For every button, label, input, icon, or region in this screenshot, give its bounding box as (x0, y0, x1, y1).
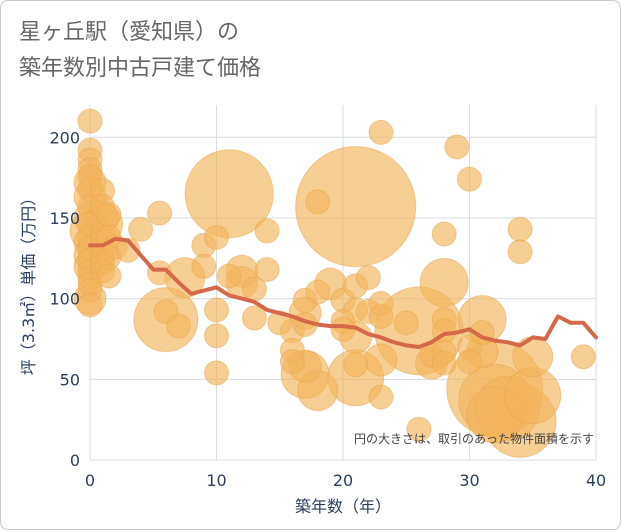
y-tick-label: 100 (49, 290, 80, 309)
y-tick-label: 150 (49, 209, 80, 228)
bubble-point (184, 149, 274, 239)
size-note: 円の大きさは、取引のあった物件面積を示す (354, 431, 594, 446)
bubble-point (254, 257, 280, 283)
y-axis-title: 坪（3.3㎡）単価（万円） (19, 190, 38, 375)
bubble-point (368, 303, 394, 329)
bubble-point (431, 221, 457, 247)
bubble-point (355, 265, 381, 291)
chart-title-line-2: 築年数別中古戸建て価格 (19, 56, 262, 81)
bubble-point (77, 108, 103, 134)
bubble-point (77, 292, 103, 318)
bubble-point (128, 216, 154, 242)
bubble-point (393, 310, 419, 336)
bubble-point (204, 323, 229, 349)
bubble-point (507, 216, 533, 242)
bubble-point (364, 343, 398, 377)
bubble-point (115, 237, 141, 263)
bubble-point (419, 258, 469, 307)
bubble-point (216, 263, 242, 289)
bubble-point (204, 224, 229, 250)
bubble-point (368, 384, 394, 410)
bubble-point (457, 349, 482, 375)
bubble-point (444, 134, 470, 160)
x-axis-title: 築年数（年） (295, 497, 391, 516)
bubble-point (343, 352, 369, 378)
bubble-point (305, 189, 331, 215)
x-tick-label: 40 (586, 471, 606, 490)
bubble-point (241, 305, 267, 331)
bubble-point (368, 119, 394, 145)
bubble-point (431, 350, 457, 376)
bubble-point (254, 218, 280, 244)
trend-series (88, 236, 598, 349)
bubble-point (204, 297, 229, 323)
bubble-series (69, 108, 596, 458)
axis-ticks: 0 10 20 30 40 0 50 100 150 200 (49, 128, 606, 490)
x-tick-label: 30 (459, 471, 479, 490)
x-tick-label: 0 (85, 471, 95, 490)
trend-line (88, 236, 598, 349)
y-tick-label: 50 (60, 370, 80, 389)
x-tick-label: 20 (333, 471, 353, 490)
bubble-point (295, 146, 417, 268)
bubble-point (147, 200, 173, 226)
bubble-point (570, 344, 596, 370)
bubble-point (96, 263, 122, 289)
y-tick-label: 200 (49, 128, 80, 147)
bubble-point (191, 253, 217, 279)
bubble-point (96, 202, 122, 228)
bubble-point (166, 313, 192, 339)
bubble-point (512, 336, 554, 378)
chart-title-line-1: 星ヶ丘駅（愛知県）の (19, 20, 240, 45)
chart-title: 星ヶ丘駅（愛知県）の 築年数別中古戸建て価格 (19, 15, 261, 87)
y-tick-label: 0 (70, 451, 80, 470)
x-tick-label: 10 (206, 471, 226, 490)
bubble-point (279, 349, 305, 375)
bubble-point (457, 166, 482, 192)
bubble-point (204, 360, 229, 386)
bubble-point (406, 416, 432, 442)
bubble-point (305, 279, 331, 305)
bubble-point (507, 239, 533, 265)
